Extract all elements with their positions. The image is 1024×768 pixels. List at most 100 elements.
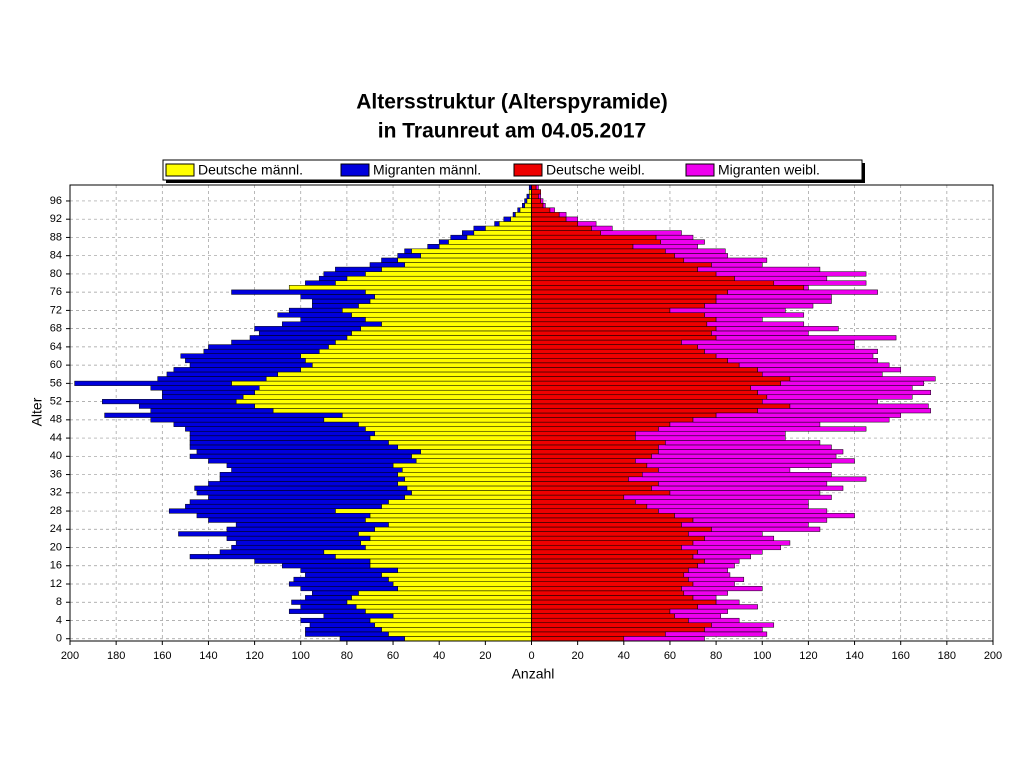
bar [305, 627, 382, 633]
x-tick-label: 180 [938, 650, 956, 662]
bar [397, 472, 532, 478]
bar [681, 522, 809, 528]
bar [531, 481, 659, 487]
bar [688, 576, 745, 582]
bar [531, 412, 717, 418]
bar [681, 586, 763, 592]
bar [466, 234, 532, 240]
bar [531, 221, 578, 227]
x-tick-label: 120 [799, 650, 817, 662]
bar [404, 262, 532, 268]
bar [288, 285, 532, 291]
bar [346, 335, 532, 341]
bar [374, 294, 532, 300]
bar [531, 303, 705, 309]
bar [658, 449, 844, 455]
bar [704, 348, 878, 354]
bar [381, 572, 532, 578]
bar [665, 248, 726, 254]
bar [658, 467, 791, 473]
bar [517, 207, 521, 213]
bar [185, 503, 382, 510]
x-tick-label: 80 [341, 650, 353, 662]
bar [358, 590, 532, 596]
bar [688, 567, 728, 573]
y-tick-label: 92 [50, 213, 62, 225]
bar [365, 608, 532, 614]
bar [226, 535, 371, 541]
bar [711, 330, 809, 336]
bar [558, 212, 567, 218]
bar [397, 253, 421, 259]
bar [265, 376, 532, 382]
x-tick-label: 160 [153, 650, 171, 662]
bar [531, 513, 675, 519]
bar [658, 481, 828, 487]
bar [277, 371, 532, 377]
bar [173, 421, 359, 427]
bar [254, 558, 371, 564]
bar [397, 586, 532, 592]
bar [531, 244, 634, 250]
bar [692, 581, 735, 587]
bar [300, 294, 375, 300]
bar [388, 576, 532, 582]
bar [365, 316, 532, 323]
bar [531, 212, 560, 218]
bar [168, 508, 336, 514]
x-tick-label: 100 [753, 650, 771, 662]
bar [485, 225, 532, 231]
bar [727, 289, 878, 295]
bar [208, 494, 405, 500]
bar [339, 636, 405, 642]
bar [704, 303, 814, 309]
bar [305, 358, 532, 364]
bar [531, 230, 601, 236]
bar [646, 462, 832, 468]
bar [531, 326, 717, 332]
bar [185, 426, 366, 432]
legend-swatch [685, 163, 715, 177]
bar [531, 595, 694, 601]
bar [406, 485, 532, 491]
bar [531, 417, 694, 423]
bar [235, 522, 389, 528]
bar [420, 449, 532, 455]
bar [300, 617, 371, 624]
bar [208, 481, 398, 487]
bar [411, 490, 532, 496]
x-tick-label: 20 [479, 650, 491, 662]
bar [365, 289, 532, 295]
bar [258, 330, 352, 336]
bar [531, 462, 648, 468]
bar [531, 499, 636, 505]
bar [531, 253, 675, 259]
bar [312, 298, 371, 304]
bar [369, 513, 532, 519]
bar [162, 389, 255, 396]
y-tick-label: 76 [50, 286, 62, 298]
y-tick-label: 48 [50, 414, 62, 426]
bar [531, 207, 551, 213]
x-tick-label: 60 [387, 650, 399, 662]
bar [531, 408, 758, 414]
bar [388, 499, 532, 505]
bar [157, 376, 267, 382]
bar [74, 380, 232, 386]
bar [358, 303, 532, 309]
bar [411, 453, 532, 459]
bar [404, 636, 532, 642]
bar [766, 394, 913, 400]
bar [300, 367, 532, 373]
bar [531, 467, 659, 473]
bar [704, 312, 805, 318]
y-tick-label: 40 [50, 450, 62, 462]
bar [138, 403, 255, 409]
bar [635, 458, 855, 464]
bar [374, 622, 532, 628]
bar [531, 362, 740, 368]
bar [531, 234, 657, 240]
bar [231, 544, 366, 551]
bar [219, 476, 405, 482]
bar [531, 289, 728, 295]
